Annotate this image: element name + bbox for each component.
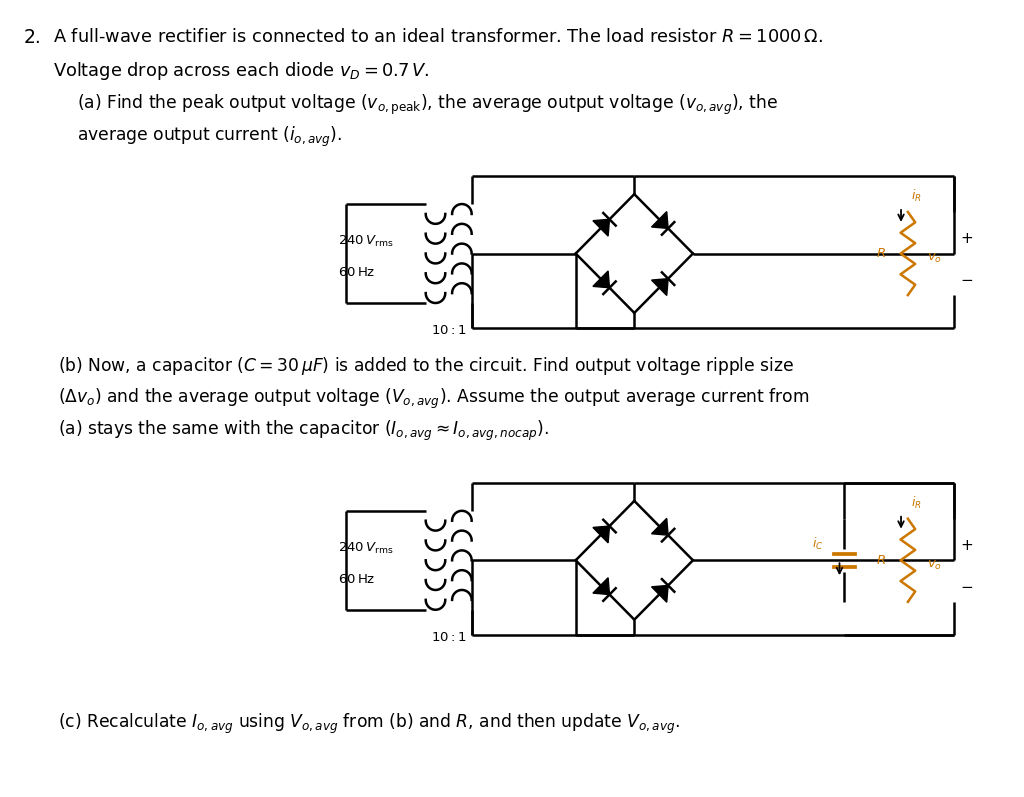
Polygon shape [651, 518, 668, 535]
Text: (b) Now, a capacitor ($C = 30\,\mu F$) is added to the circuit. Find output volt: (b) Now, a capacitor ($C = 30\,\mu F$) i… [58, 355, 794, 378]
Text: $v_o$: $v_o$ [928, 559, 942, 571]
Text: $240\,V_{\mathrm{rms}}$: $240\,V_{\mathrm{rms}}$ [338, 541, 394, 556]
Text: $240\,V_{\mathrm{rms}}$: $240\,V_{\mathrm{rms}}$ [338, 234, 394, 249]
Text: (c) Recalculate $I_{o,avg}$ using $V_{o,avg}$ from (b) and $R$, and then update : (c) Recalculate $I_{o,avg}$ using $V_{o,… [58, 712, 680, 736]
Text: ($\Delta v_o$) and the average output voltage ($V_{o,avg}$). Assume the output a: ($\Delta v_o$) and the average output vo… [58, 387, 809, 411]
Text: $i_R$: $i_R$ [910, 188, 922, 204]
Polygon shape [651, 279, 668, 296]
Polygon shape [651, 586, 668, 603]
Text: $R$: $R$ [876, 247, 886, 260]
Text: $60\,\mathrm{Hz}$: $60\,\mathrm{Hz}$ [338, 266, 376, 279]
Text: $10{:}1$: $10{:}1$ [431, 631, 467, 644]
Text: $10{:}1$: $10{:}1$ [431, 324, 467, 337]
Text: $i_R$: $i_R$ [910, 495, 922, 511]
Text: $60\,\mathrm{Hz}$: $60\,\mathrm{Hz}$ [338, 572, 376, 586]
Text: $+$: $+$ [959, 231, 973, 246]
Text: $+$: $+$ [959, 538, 973, 553]
Text: $-$: $-$ [959, 271, 973, 286]
Polygon shape [593, 526, 609, 543]
Polygon shape [593, 578, 609, 595]
Text: A full-wave rectifier is connected to an ideal transformer. The load resistor $R: A full-wave rectifier is connected to an… [53, 28, 823, 46]
Polygon shape [593, 271, 609, 288]
Text: average output current ($i_{o,avg}$).: average output current ($i_{o,avg}$). [78, 125, 343, 149]
Text: $-$: $-$ [959, 578, 973, 592]
Polygon shape [593, 219, 609, 236]
Text: $v_o$: $v_o$ [928, 252, 942, 265]
Text: $i_C$: $i_C$ [812, 536, 823, 552]
Text: Voltage drop across each diode $v_D = 0.7\,V$.: Voltage drop across each diode $v_D = 0.… [53, 60, 429, 81]
Polygon shape [651, 211, 668, 229]
Text: $R$: $R$ [876, 554, 886, 567]
Text: (a) Find the peak output voltage ($v_{o,\mathrm{peak}}$), the average output vol: (a) Find the peak output voltage ($v_{o,… [78, 93, 778, 117]
Text: (a) stays the same with the capacitor ($I_{o,avg} \approx I_{o,avg,nocap}$).: (a) stays the same with the capacitor ($… [58, 418, 549, 443]
Text: 2.: 2. [24, 28, 41, 47]
